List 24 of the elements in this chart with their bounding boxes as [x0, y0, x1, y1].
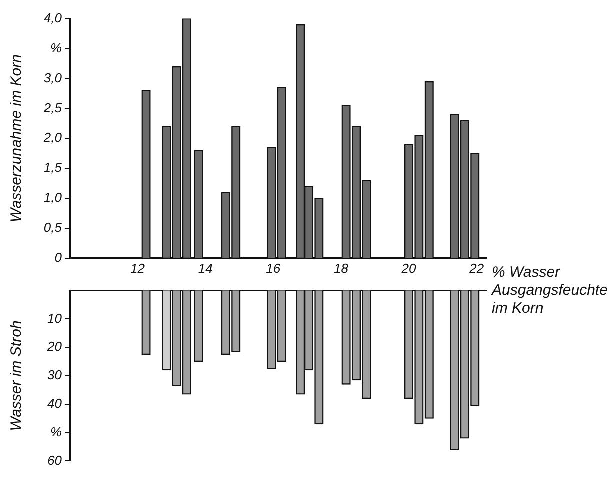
- x-tick-label: 18: [334, 260, 350, 276]
- y-axis-title: Wasserzunahme im Korn: [8, 54, 26, 223]
- y-tick-label: 30: [48, 368, 63, 383]
- y-tick-label: 60: [48, 452, 63, 468]
- x-tick-label: 12: [130, 260, 146, 276]
- y-tick-label: 2,0: [42, 130, 63, 146]
- y-tick-label: %: [50, 424, 62, 440]
- x-axis-title: % Wasser Ausgangsfeuchte im Korn: [492, 264, 608, 318]
- y-tick-label: 1,5: [44, 160, 63, 176]
- y-tick-label: 20: [46, 339, 63, 354]
- x-tick-label: 16: [266, 260, 282, 276]
- y-tick-label: 2,5: [42, 100, 63, 116]
- y-tick-label: 4,0: [44, 10, 63, 26]
- y-tick-label: 10: [48, 310, 63, 326]
- y-tick-label: 3,0: [44, 70, 63, 86]
- y-tick-label: 1,0: [44, 190, 63, 206]
- y-tick-label: 0,5: [44, 220, 63, 236]
- x-tick-label: 20: [400, 260, 418, 276]
- y-tick-label: %: [50, 40, 62, 56]
- y-tick-label: 0: [54, 250, 63, 266]
- y-tick-label: 40: [48, 396, 63, 412]
- x-tick-label: 22: [468, 260, 485, 276]
- y-axis-title: Wasser im Stroh: [8, 320, 26, 432]
- x-tick-label: 14: [198, 260, 213, 276]
